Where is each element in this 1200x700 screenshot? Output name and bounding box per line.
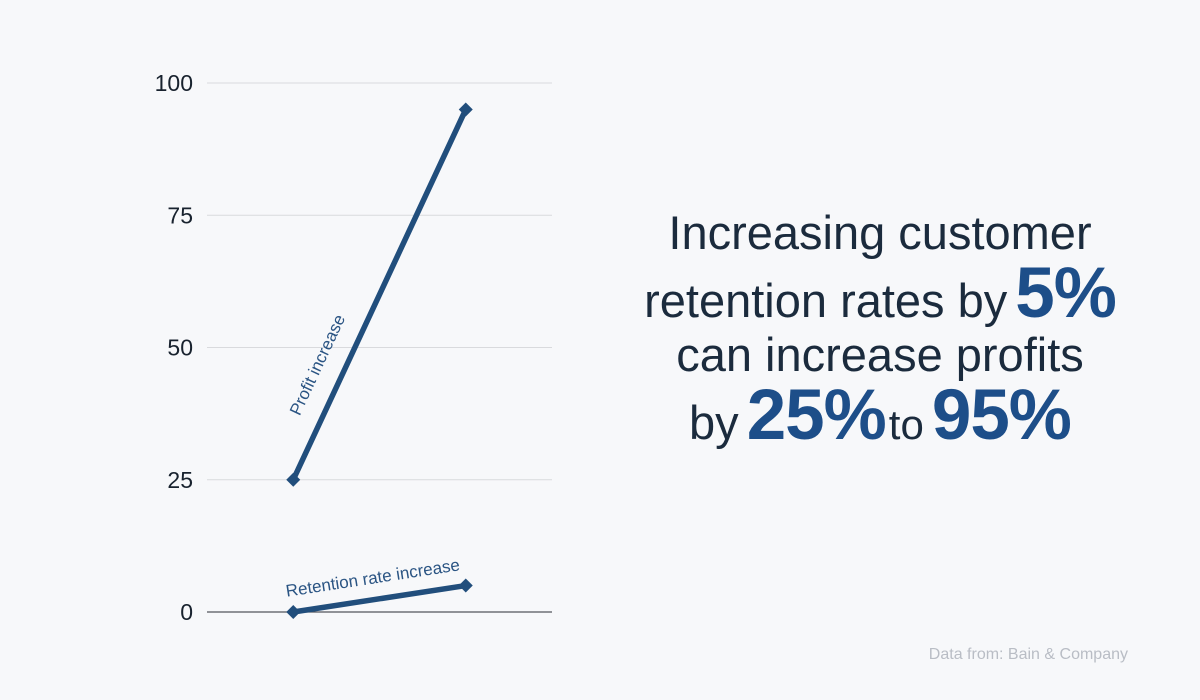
stat-95-percent: 95%: [931, 376, 1072, 455]
headline-row-2: retention rates by 5%: [600, 258, 1160, 329]
data-point-marker-0-1: [458, 102, 473, 117]
data-point-marker-0-0: [286, 472, 301, 487]
series-line-0: [290, 106, 469, 483]
series-line-1: [290, 582, 469, 615]
data-point-marker-1-1: [458, 578, 473, 593]
headline-line1: Increasing customer: [668, 206, 1092, 259]
data-source-caption: Data from: Bain & Company: [928, 646, 1128, 663]
headline-row-1: Increasing customer: [600, 202, 1160, 263]
y-tick-75: 75: [167, 202, 193, 228]
y-tick-25: 25: [167, 467, 193, 493]
headline-row-3: can increase profits: [600, 324, 1160, 385]
series-label-1: Retention rate increase: [284, 555, 461, 600]
headline: Increasing customer retention rates by 5%…: [600, 202, 1160, 451]
y-tick-100: 100: [155, 70, 193, 96]
stat-25-percent: 25%: [746, 376, 887, 455]
y-tick-50: 50: [167, 335, 193, 361]
headline-row-4: by 25%to 95%: [600, 380, 1160, 451]
y-tick-0: 0: [180, 599, 193, 625]
data-point-marker-1-0: [286, 605, 301, 619]
stat-5-percent: 5%: [1015, 254, 1117, 333]
headline-line4-to: to: [888, 401, 924, 448]
series-label-0: Profit increase: [286, 312, 349, 419]
retention-profit-line-chart: 100 75 50 25 0 Profit increase Retention rate …: [155, 70, 552, 625]
headline-line2-text: retention rates by: [644, 274, 1008, 327]
headline-line4-by: by: [689, 396, 739, 449]
headline-line3: can increase profits: [676, 328, 1084, 381]
